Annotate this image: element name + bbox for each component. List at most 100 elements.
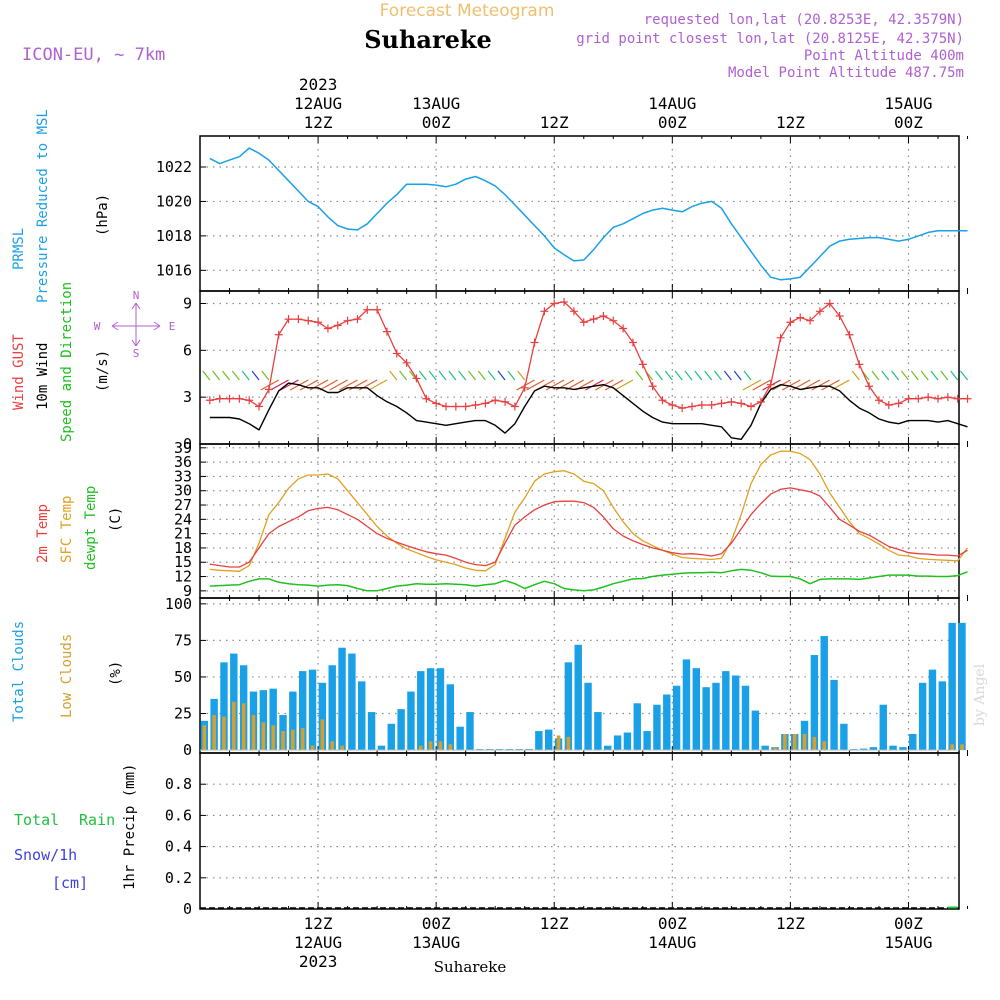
bar-low-clouds: [212, 714, 216, 751]
compass-rose: N W E S: [94, 289, 176, 360]
chart-marks: [200, 147, 972, 909]
gust-point: [678, 404, 687, 413]
wind-label-10m: 10m Wind: [35, 343, 51, 410]
series-line-dewpt: [209, 568, 968, 592]
gust-point: [284, 315, 293, 324]
gust-point: [245, 396, 254, 405]
y-tick-label: 36: [174, 453, 192, 471]
bottom-time-label: 12Z: [304, 914, 333, 933]
gust-point: [579, 318, 588, 327]
bar-total-clouds: [426, 668, 435, 751]
wind-direction-arrow: [299, 379, 319, 391]
wind-label-speed-dir: Speed and Direction: [59, 282, 75, 442]
precip-label-total: Total: [14, 811, 59, 829]
bar-low-clouds: [291, 729, 295, 751]
gust-point: [628, 338, 637, 347]
wind-direction-arrow: [585, 379, 604, 391]
wind-direction-arrow: [930, 370, 939, 381]
wind-direction-arrow: [752, 379, 772, 391]
top-time-label: 12Z: [776, 113, 805, 132]
gust-point: [461, 402, 470, 411]
wind-direction-arrow: [781, 379, 801, 391]
bar-total-clouds: [289, 691, 297, 751]
bar-total-clouds: [948, 622, 956, 751]
temp-label-dewpt: dewpt Temp: [83, 486, 99, 570]
gust-point: [609, 316, 618, 325]
bar-total-clouds: [899, 747, 907, 751]
gust-point: [540, 307, 549, 316]
gust-point: [432, 399, 441, 408]
wind-direction-arrow: [497, 370, 506, 381]
bar-total-clouds: [407, 691, 415, 751]
wind-direction-arrow: [477, 370, 486, 381]
credit-label: by Angel: [972, 663, 988, 726]
bar-total-clouds: [613, 735, 622, 751]
bar-total-clouds: [761, 745, 769, 751]
y-tick-label: 100: [165, 595, 192, 613]
wind-direction-arrow: [202, 370, 211, 381]
wind-direction-arrow: [261, 370, 270, 381]
bar-total-clouds: [259, 690, 268, 751]
gust-point: [255, 402, 264, 411]
wind-direction-arrow: [743, 370, 752, 381]
y-tick-label: 6: [183, 341, 192, 359]
bar-low-clouds: [222, 716, 226, 751]
y-tick-label: 0.2: [165, 869, 192, 887]
bar-low-clouds: [822, 741, 827, 751]
model-altitude: Model Point Altitude 487.75m: [728, 65, 964, 81]
gust-point: [363, 305, 372, 314]
precip-label-rain: Rain: [79, 811, 115, 829]
bottom-time-label: 12AUG: [294, 933, 342, 952]
clouds-label-total: Total Clouds: [11, 621, 27, 722]
point-altitude: Point Altitude 400m: [804, 48, 964, 64]
bar-total-clouds: [751, 710, 760, 751]
y-tick-label: 3: [183, 388, 192, 406]
wind-direction-arrow: [811, 379, 831, 391]
bar-total-clouds: [958, 622, 966, 751]
bar-total-clouds: [584, 682, 592, 751]
wind-direction-arrow: [694, 370, 703, 381]
gust-point: [422, 394, 431, 403]
wind-direction-arrow: [280, 379, 299, 391]
footer-location: Suhareke: [434, 958, 507, 976]
wind-direction-arrow: [212, 370, 221, 381]
wind-unit: (m/s): [95, 350, 111, 392]
bar-total-clouds: [387, 723, 395, 751]
bar-low-clouds: [241, 703, 246, 751]
wind-direction-arrow: [604, 379, 624, 391]
top-time-label: 14AUG: [648, 94, 696, 113]
gust-point: [451, 402, 460, 411]
bar-total-clouds: [663, 694, 671, 751]
gust-point: [806, 316, 815, 325]
bar-total-clouds: [869, 747, 878, 751]
bar-total-clouds: [604, 745, 612, 751]
wind-direction-arrow: [545, 379, 565, 391]
bar-low-clouds: [330, 741, 335, 751]
gust-point: [894, 399, 903, 408]
gust-point: [392, 349, 401, 358]
temp-unit: (C): [108, 507, 124, 532]
wind-direction-arrow: [723, 370, 732, 381]
wind-direction-arrow: [468, 370, 476, 381]
y-tick-label: 1022: [156, 158, 192, 176]
bar-total-clouds: [623, 732, 632, 751]
wind-direction-arrow: [339, 379, 358, 391]
bar-low-clouds: [556, 735, 561, 751]
y-tick-label: 30: [174, 482, 192, 500]
clouds-labels: Total Clouds Low Clouds (%): [11, 621, 124, 722]
y-tick-label: 25: [174, 705, 192, 723]
wind-direction-arrow: [241, 370, 250, 381]
wind-direction-arrow: [526, 379, 545, 391]
gust-point: [510, 402, 519, 411]
top-time-label: 00Z: [422, 113, 451, 132]
top-time-label: 00Z: [894, 113, 923, 132]
gust-point: [333, 321, 342, 330]
gust-point: [314, 318, 323, 327]
gust-point: [658, 396, 667, 405]
bar-low-clouds: [232, 701, 236, 751]
wind-direction-arrow: [655, 370, 663, 381]
wind-direction-arrow: [399, 370, 408, 381]
y-tick-label: 39: [174, 439, 192, 457]
bar-low-clouds: [960, 744, 964, 751]
y-tick-label: 0: [183, 435, 192, 453]
